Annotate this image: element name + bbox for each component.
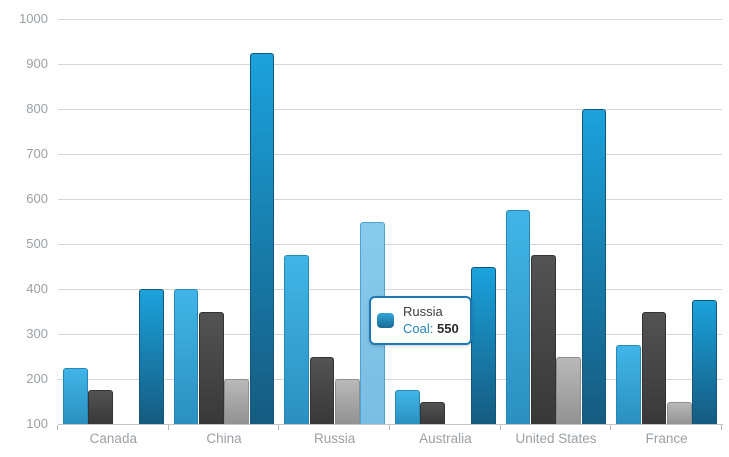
- bar-russia-series1[interactable]: [284, 255, 309, 424]
- x-axis-tick: [499, 425, 501, 430]
- gridline: [58, 244, 722, 245]
- y-axis-label: 800: [26, 101, 48, 116]
- bar-russia-series3[interactable]: [335, 379, 360, 424]
- x-axis-tick: [278, 425, 280, 430]
- bar-france-series3[interactable]: [667, 401, 692, 424]
- bar-china-series2[interactable]: [199, 311, 224, 424]
- bar-china-series4[interactable]: [249, 52, 275, 424]
- x-axis-tick: [389, 425, 390, 430]
- bar-united-states-series1[interactable]: [505, 210, 531, 424]
- x-axis-label: United States: [515, 431, 597, 446]
- bar-canada-series1[interactable]: [62, 367, 88, 424]
- x-axis-tick: [167, 425, 169, 430]
- series-marker-icon: [377, 312, 394, 328]
- gridline: [58, 289, 722, 290]
- bar-australia-series1[interactable]: [394, 390, 420, 424]
- tooltip-value-line: Coal: 550: [403, 320, 459, 337]
- tooltip-category: Russia: [403, 304, 443, 319]
- gridline: [58, 154, 722, 155]
- tooltip-value: 550: [436, 321, 459, 336]
- x-axis-label: Australia: [419, 431, 472, 446]
- x-axis-label: Canada: [89, 431, 137, 446]
- bar-australia-series2[interactable]: [420, 401, 445, 424]
- gridline: [58, 64, 722, 65]
- x-axis-tick: [721, 425, 722, 430]
- gridline: [58, 379, 722, 380]
- bar-united-states-series3[interactable]: [556, 356, 581, 424]
- bar-france-series2[interactable]: [641, 311, 667, 424]
- tooltip-text: Russia Coal: 550: [403, 303, 459, 337]
- y-axis-label: 300: [26, 326, 48, 341]
- y-axis-label: 500: [26, 236, 48, 251]
- gridline: [58, 109, 722, 110]
- bar-china-series1[interactable]: [173, 289, 199, 424]
- x-axis-tick: [610, 425, 612, 430]
- bar-united-states-series2[interactable]: [531, 255, 556, 424]
- tooltip-series-label: Coal:: [403, 321, 434, 336]
- bar-canada-series4[interactable]: [139, 289, 164, 424]
- bar-france-series4[interactable]: [692, 300, 718, 424]
- bar-china-series3[interactable]: [224, 379, 249, 424]
- gridline: [58, 19, 722, 20]
- x-axis-line: [58, 424, 723, 425]
- bar-france-series1[interactable]: [616, 345, 641, 424]
- y-axis-label: 1000: [19, 11, 48, 26]
- x-axis-label: China: [206, 431, 242, 446]
- bar-canada-series2[interactable]: [88, 390, 113, 424]
- y-axis-label: 600: [26, 191, 48, 206]
- bar-united-states-series4[interactable]: [581, 109, 607, 424]
- y-axis-label: 900: [26, 56, 48, 71]
- bar-russia-series2[interactable]: [309, 356, 335, 424]
- y-axis-label: 100: [26, 416, 48, 431]
- y-axis-label: 700: [26, 146, 48, 161]
- x-axis-label: France: [645, 431, 688, 446]
- gridline: [58, 199, 722, 200]
- y-axis-label: 200: [26, 371, 48, 386]
- x-axis-tick: [57, 425, 58, 430]
- tooltip: Russia Coal: 550: [369, 296, 472, 345]
- x-axis-label: Russia: [314, 431, 356, 446]
- y-axis-label: 400: [26, 281, 48, 296]
- bar-australia-series4[interactable]: [471, 266, 496, 424]
